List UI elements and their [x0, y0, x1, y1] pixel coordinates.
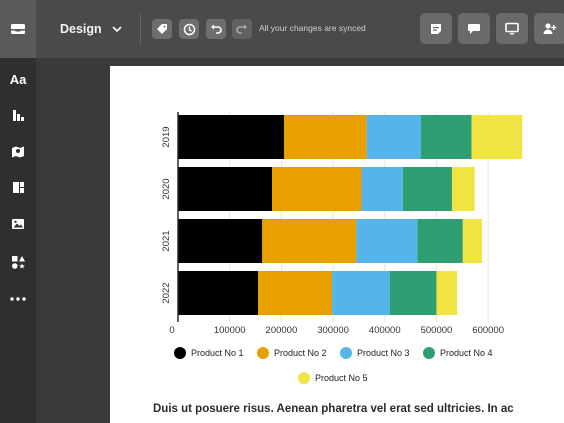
legend-swatch [174, 347, 186, 359]
legend-label: Product No 5 [315, 373, 368, 383]
design-canvas[interactable]: 2019 2020 2021 2022 0 100000 200000 300000 40000… [110, 66, 564, 423]
bar-segment [272, 167, 362, 211]
category-tick-label: 2020 [161, 178, 172, 199]
category-tick-label: 2021 [161, 230, 172, 251]
legend-swatch [298, 372, 310, 384]
legend-item[interactable]: Product No 5 [298, 372, 368, 384]
x-tick-label: 200000 [266, 325, 298, 336]
bar-segment [417, 219, 463, 263]
bar-segment [178, 167, 273, 211]
bar-segment [361, 167, 403, 211]
more-dots-icon [10, 297, 26, 301]
x-tick-label: 400000 [369, 325, 401, 336]
legend-label: Product No 4 [440, 348, 493, 358]
legend-item[interactable]: Product No 4 [423, 347, 493, 359]
map-icon [12, 146, 24, 158]
sidebar-item-images[interactable] [0, 210, 36, 238]
category-tick-label: 2022 [161, 282, 172, 303]
bar-segment [389, 271, 437, 315]
bar-segment [262, 219, 357, 263]
legend-item[interactable]: Product No 3 [340, 347, 410, 359]
design-menu-label: Design [60, 22, 102, 36]
bar-segment [356, 219, 418, 263]
sync-status: All your changes are synced [259, 23, 366, 33]
bar-segment [451, 167, 475, 211]
x-tick-label: 0 [169, 325, 174, 336]
bar-segment [436, 271, 458, 315]
bar-segment [366, 115, 421, 159]
chevron-down-icon [112, 25, 122, 32]
sidebar-item-maps[interactable] [0, 138, 36, 166]
bar-segment [178, 271, 259, 315]
bar-segment [178, 115, 284, 159]
bar-segment [332, 271, 390, 315]
panel-gutter [36, 58, 110, 423]
sidebar-item-charts[interactable] [0, 101, 36, 129]
redo-icon[interactable] [232, 19, 252, 39]
design-menu[interactable]: Design [60, 20, 122, 38]
bar-segment [178, 219, 263, 263]
present-icon[interactable] [496, 13, 528, 44]
inbox-icon[interactable] [0, 0, 36, 58]
layout-icon [12, 181, 24, 193]
legend-swatch [257, 347, 269, 359]
legend-item[interactable]: Product No 2 [257, 347, 327, 359]
sidebar-item-shapes[interactable] [0, 248, 36, 276]
sidebar-item-more[interactable] [0, 285, 36, 313]
bar-segment [471, 115, 523, 159]
top-toolbar: Design All your changes are synced [0, 0, 564, 58]
bar-segment [420, 115, 472, 159]
legend-label: Product No 1 [191, 348, 244, 358]
legend-label: Product No 3 [357, 348, 410, 358]
sidebar-item-text[interactable]: Aa [0, 65, 36, 93]
undo-icon[interactable] [206, 19, 226, 39]
left-sidebar: Aa [0, 58, 36, 423]
legend-swatch [340, 347, 352, 359]
bar-chart-icon [12, 109, 24, 121]
bar-segment [402, 167, 452, 211]
image-icon [12, 219, 24, 229]
stacked-bar-chart[interactable]: 2019 2020 2021 2022 0 100000 200000 300000 40000… [110, 66, 564, 341]
legend-swatch [423, 347, 435, 359]
x-tick-label: 500000 [421, 325, 453, 336]
history-icon[interactable] [179, 19, 199, 39]
tag-icon[interactable] [152, 19, 172, 39]
bar-segment [283, 115, 367, 159]
shapes-icon [11, 255, 25, 269]
comment-icon[interactable] [458, 13, 490, 44]
sidebar-item-layouts[interactable] [0, 173, 36, 201]
text-icon: Aa [9, 71, 27, 87]
legend-item[interactable]: Product No 1 [174, 347, 244, 359]
category-tick-label: 2019 [161, 126, 172, 147]
x-tick-label: 600000 [472, 325, 504, 336]
body-paragraph[interactable]: Duis ut posuere risus. Aenean pharetra v… [153, 403, 514, 415]
bar-segment [462, 219, 482, 263]
x-tick-label: 300000 [317, 325, 349, 336]
legend-label: Product No 2 [274, 348, 327, 358]
share-users-icon[interactable] [534, 13, 564, 44]
bar-segment [258, 271, 333, 315]
toolbar-divider [140, 14, 141, 44]
x-tick-label: 100000 [214, 325, 246, 336]
sticky-note-icon[interactable] [420, 13, 452, 44]
